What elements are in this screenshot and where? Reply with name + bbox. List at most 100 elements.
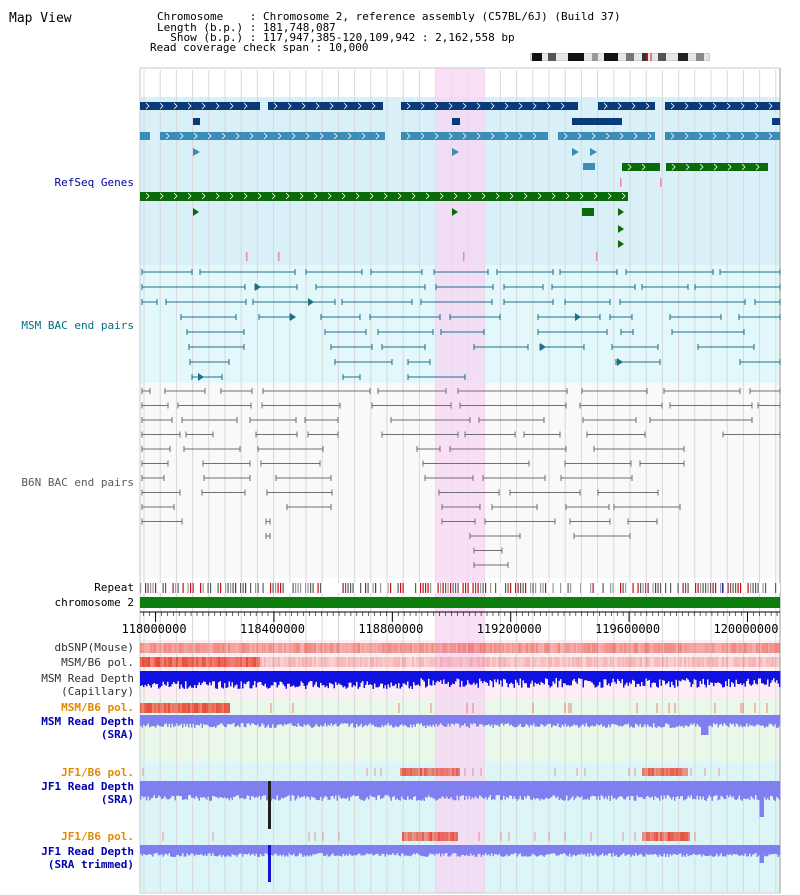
msm-sra-depth-bar — [591, 715, 593, 726]
msm-cap-depth-bar — [524, 671, 526, 684]
jf1-sra-depth-bar — [242, 781, 244, 798]
msm-sra-depth-bar — [585, 715, 587, 724]
dbsnp-heat — [442, 643, 444, 653]
jf1-sra-depth-bar — [537, 781, 539, 799]
dbsnp-heat — [406, 643, 408, 653]
jf1-sra-depth-bar — [684, 781, 686, 800]
msm-pol2-heat — [156, 703, 158, 713]
jf1-trim-depth-bar — [579, 845, 581, 855]
dbsnp-heat — [578, 643, 580, 653]
jf1-sra-depth-bar — [278, 781, 280, 801]
msm-pol-heat — [286, 657, 288, 667]
jf1-trim-depth-bar — [353, 845, 355, 856]
msm-pol-heat — [720, 657, 722, 667]
msm-sra-depth-bar — [642, 715, 644, 727]
track-label-b6n-bac[interactable]: B6N BAC end pairs — [21, 476, 134, 489]
track-label-refseq[interactable]: RefSeq Genes — [54, 176, 134, 189]
track-label-msm-depth-sra-sub: (SRA) — [100, 728, 134, 741]
msm-pol-heat — [594, 657, 596, 667]
dbsnp-heat — [636, 643, 638, 653]
track-label-msm-bac[interactable]: MSM BAC end pairs — [21, 319, 134, 332]
refseq-gene-arrow — [173, 102, 178, 110]
msm-pol-heat — [532, 657, 534, 667]
msm-pol-heat — [346, 657, 348, 667]
msm-sra-depth-bar — [315, 715, 317, 724]
jf1-trim-depth-bar — [359, 845, 361, 854]
msm-cap-depth-bar — [407, 671, 409, 682]
msm-pol-heat — [776, 657, 778, 667]
dbsnp-heat — [168, 643, 170, 653]
jf1-sra-depth-bar — [441, 781, 443, 797]
msm-pol-heat — [408, 657, 410, 667]
msm-cap-depth-bar — [246, 671, 248, 682]
msm-sra-depth-bar — [243, 715, 245, 727]
msm-cap-depth-bar — [369, 671, 371, 685]
jf1-pol-heat — [366, 768, 368, 776]
msm-pol-heat — [544, 657, 546, 667]
msm-cap-depth-bar — [320, 671, 322, 683]
jf1-pol-heat — [680, 768, 682, 776]
msm-sra-depth-bar — [386, 715, 388, 726]
repeat-mark — [685, 583, 687, 593]
jf1-sra-depth-bar — [696, 781, 698, 796]
repeat-mark — [280, 583, 282, 593]
dbsnp-heat — [494, 643, 496, 653]
msm-pol-heat — [266, 657, 268, 667]
msm-pol-heat — [590, 657, 592, 667]
refseq-gene-arrow — [768, 102, 773, 110]
msm-pol-heat — [150, 657, 152, 667]
repeat-mark — [182, 583, 184, 593]
msm-cap-depth-bar — [531, 671, 533, 681]
jf1-sra-depth-bar — [566, 781, 568, 796]
msm-pol-heat — [256, 657, 258, 667]
dbsnp-heat — [562, 643, 564, 653]
chromosome-ideogram[interactable] — [530, 53, 710, 61]
msm-cap-depth-bar — [504, 671, 506, 680]
jf1-trim-depth-bar — [342, 845, 344, 854]
header-coverage-span: Read coverage check span : 10,000 — [150, 41, 369, 54]
msm-cap-depth-bar — [399, 671, 401, 689]
msm-cap-depth-bar — [489, 671, 491, 680]
msm-pol-heat — [250, 657, 252, 667]
jf1-sra-depth-bar — [716, 781, 718, 796]
msm-sra-depth-bar — [285, 715, 287, 726]
msm-cap-depth-bar — [228, 671, 230, 682]
msm-pol-heat — [372, 657, 374, 667]
repeat-mark — [275, 583, 277, 593]
axis-tick-label: 119200000 — [477, 622, 542, 636]
jf1-trim-depth-bar — [185, 845, 187, 857]
jf1-sra-depth-bar — [705, 781, 707, 801]
msm-pol-heat — [302, 657, 304, 667]
jf1-sra-depth-bar — [755, 781, 757, 796]
jf1-trim-depth-bar — [719, 845, 721, 856]
jf1-sra-depth-bar — [714, 781, 716, 796]
repeat-mark — [310, 583, 312, 593]
msm-bac-arrow — [540, 343, 546, 351]
msm-cap-depth-bar — [251, 671, 253, 689]
msm-cap-depth-bar — [635, 671, 637, 688]
refseq-gene-arrow — [579, 192, 584, 200]
msm-cap-depth-bar — [617, 671, 619, 680]
msm-pol-heat — [416, 657, 418, 667]
dbsnp-heat — [446, 643, 448, 653]
msm-cap-depth-bar — [153, 671, 155, 683]
repeat-mark — [292, 583, 294, 593]
msm-cap-depth-bar — [557, 671, 559, 688]
msm-cap-depth-bar — [644, 671, 646, 686]
msm-cap-depth-bar — [656, 671, 658, 687]
jf1-sra-depth-bar — [389, 781, 391, 798]
msm-pol2-heat — [218, 703, 220, 713]
jf1-pol2-heat — [440, 832, 442, 841]
dbsnp-heat — [614, 643, 616, 653]
jf1-sra-depth-bar — [762, 781, 764, 817]
jf1-sra-depth-bar — [555, 781, 557, 799]
dbsnp-heat — [400, 643, 402, 653]
jf1-sra-depth-bar — [707, 781, 709, 799]
msm-pol-heat — [500, 657, 502, 667]
refseq-gene-arrow — [179, 132, 184, 140]
jf1-trim-depth-bar — [164, 845, 166, 855]
jf1-sra-depth-bar — [359, 781, 361, 799]
msm-cap-depth-bar — [330, 671, 332, 684]
refseq-gene-arrow — [397, 192, 402, 200]
